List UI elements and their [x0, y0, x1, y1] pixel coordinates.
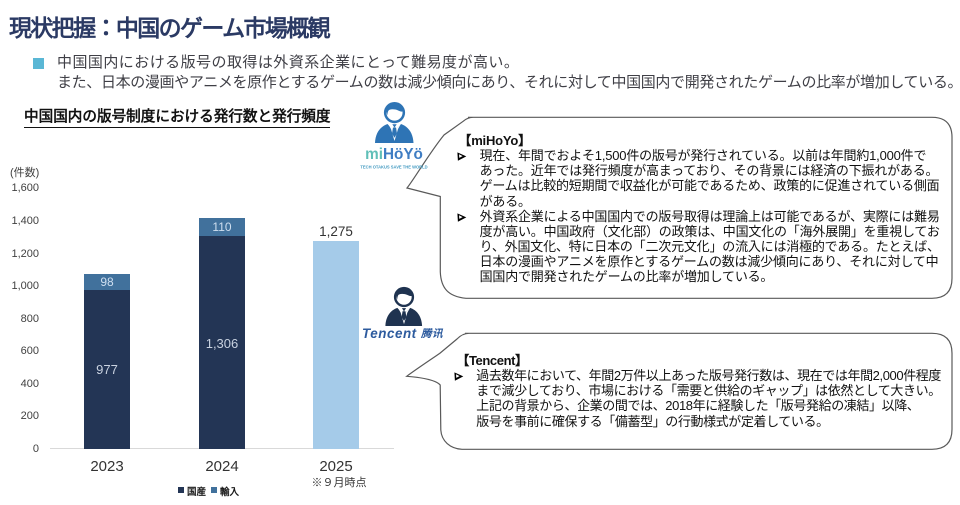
svg-text:TECH OTAKUS SAVE THE WORLD: TECH OTAKUS SAVE THE WORLD	[360, 164, 427, 169]
